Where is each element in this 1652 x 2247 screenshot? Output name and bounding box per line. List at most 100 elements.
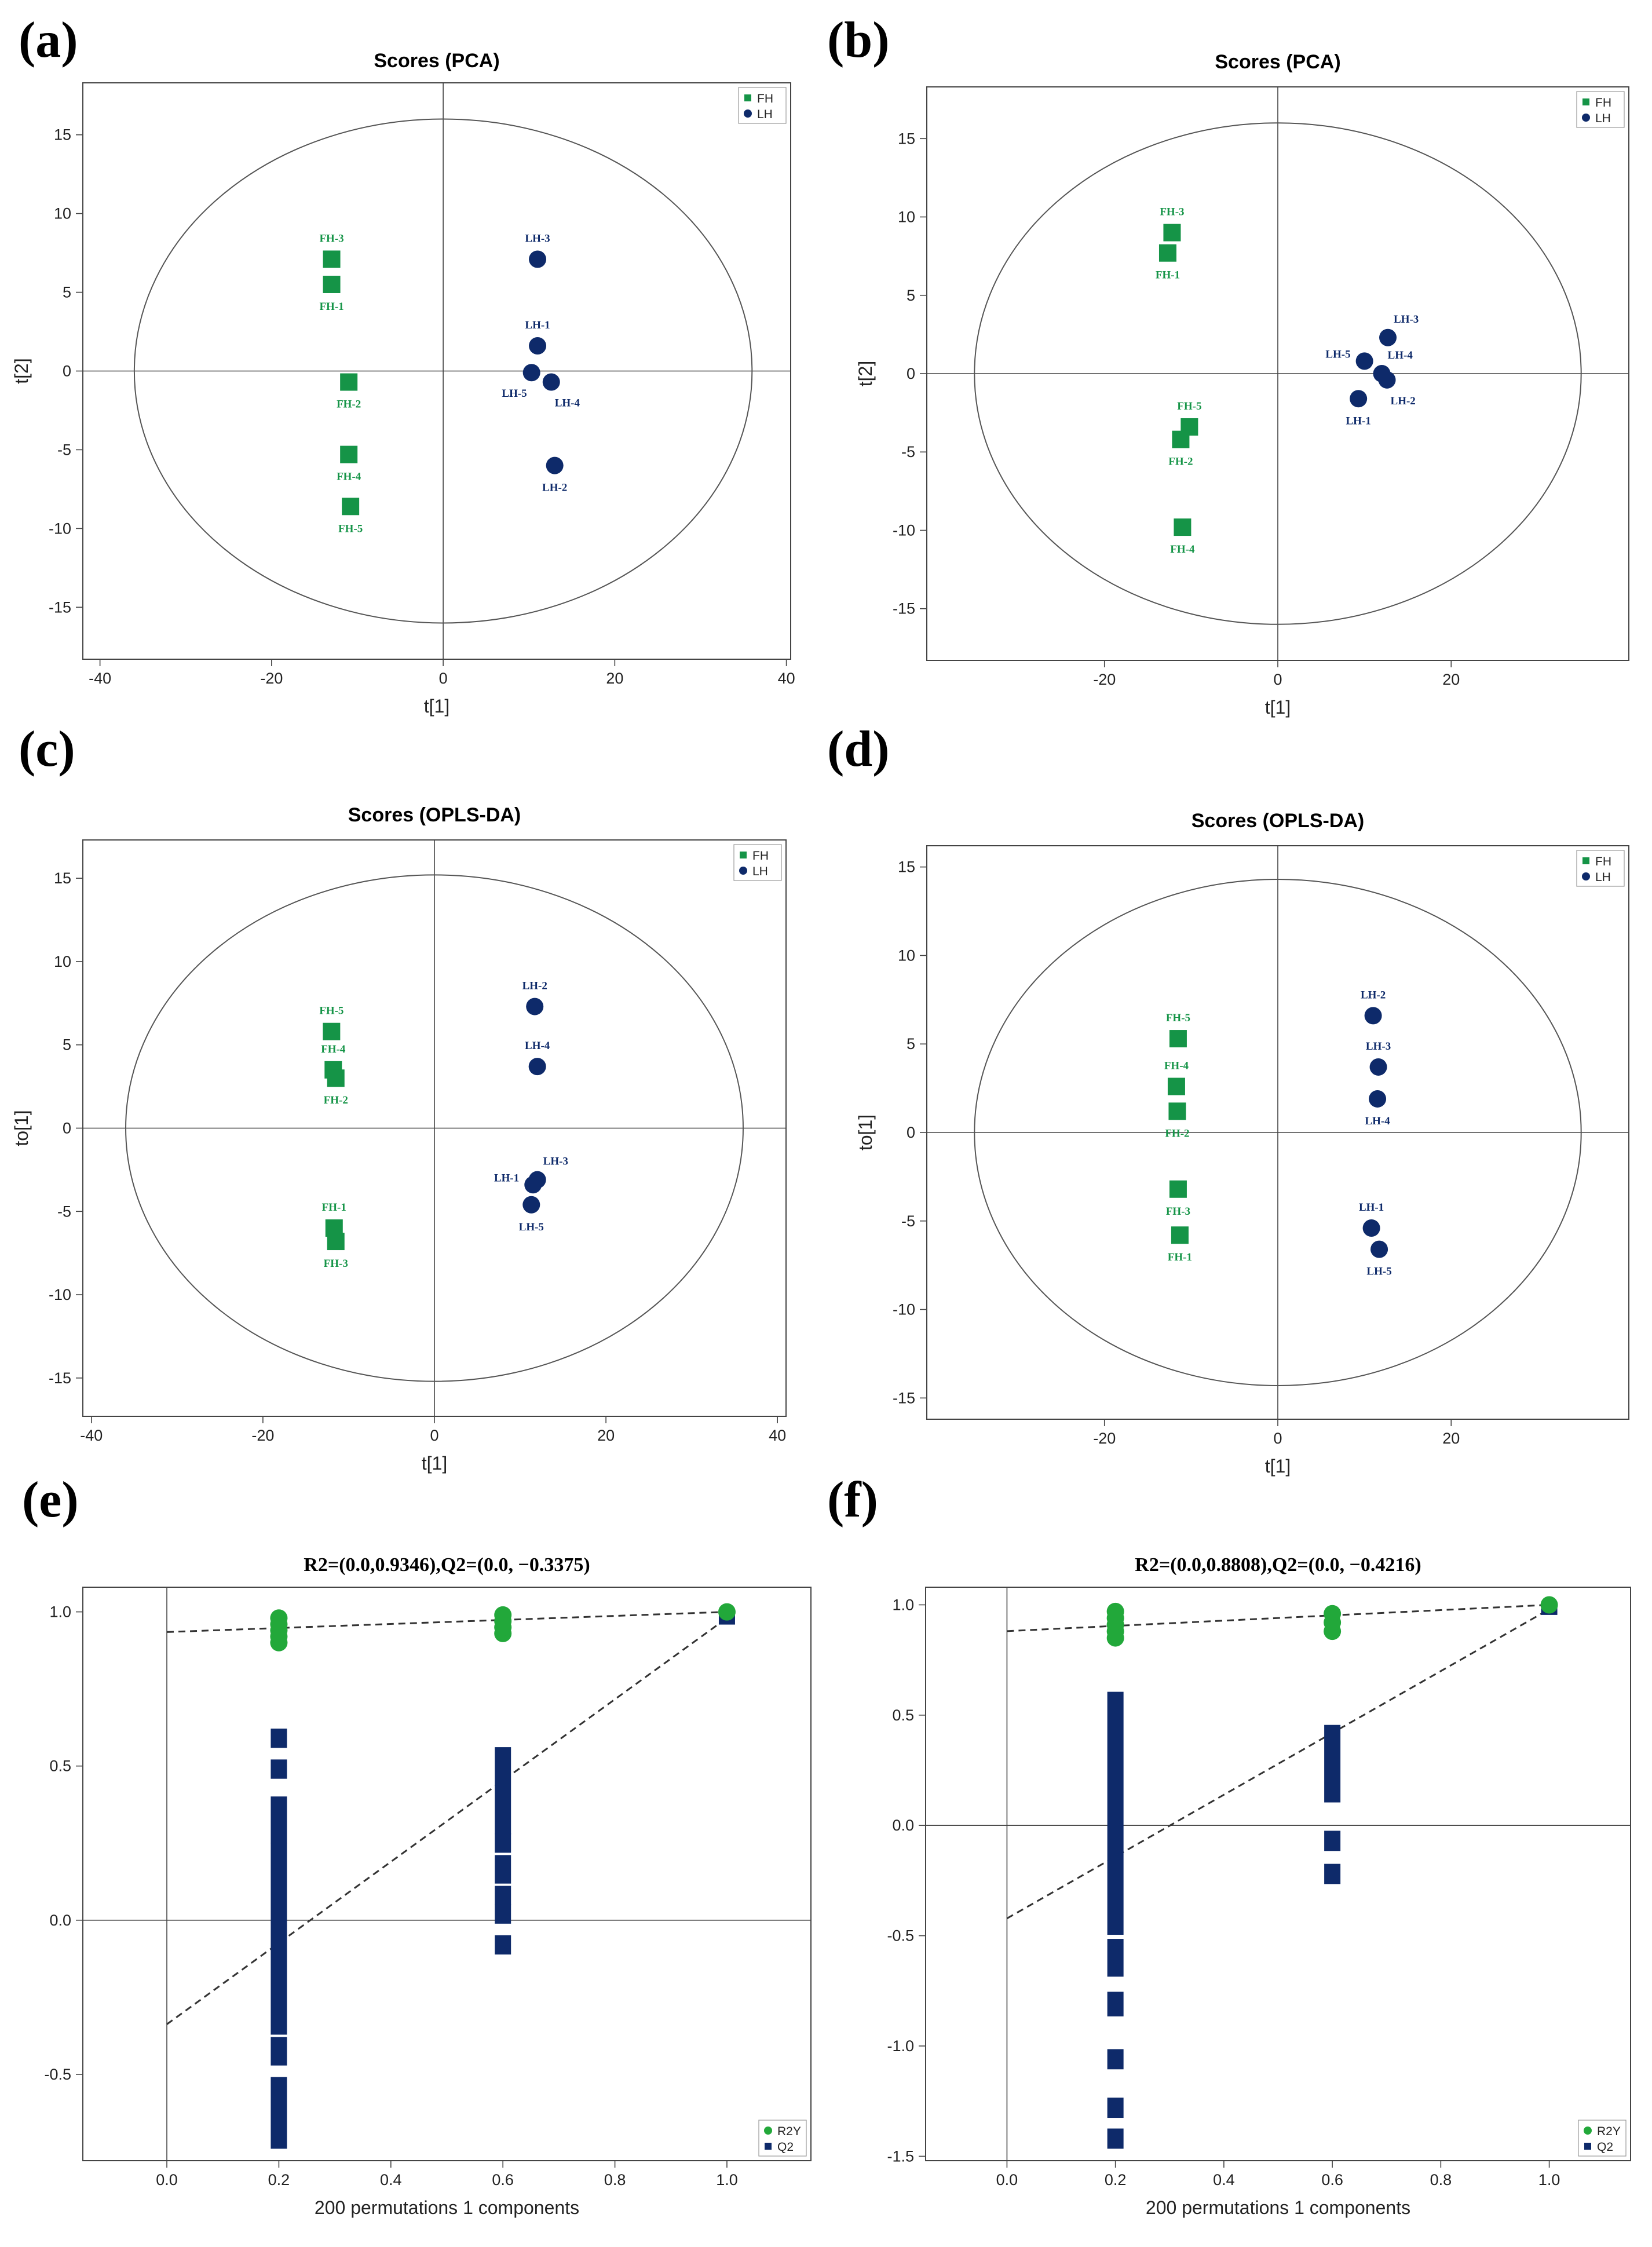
x-tick-label: 20: [1442, 1430, 1460, 1447]
y-tick-label: 10: [898, 209, 915, 226]
panel-label: (c): [19, 721, 75, 777]
y-tick-label: -5: [901, 1212, 915, 1230]
r2y-regression-line: [1007, 1603, 1549, 1632]
y-tick-label: -10: [49, 1286, 71, 1303]
y-tick-label: -15: [893, 600, 915, 618]
y-tick-label: 0: [63, 1120, 71, 1137]
legend-marker-fh: [740, 852, 747, 858]
point-label-lh-2: LH-2: [522, 980, 547, 992]
x-tick-label: 0.4: [380, 2171, 402, 2188]
q2-point-stack: [271, 1796, 287, 1844]
y-tick-label: -5: [57, 1203, 71, 1220]
q2-point-stack: [1324, 1724, 1341, 1803]
point-fh-1: [323, 275, 341, 293]
legend-marker-fh: [744, 94, 751, 101]
point-label-fh-5: FH-5: [1177, 400, 1201, 412]
q2-point-stack: [1107, 2049, 1124, 2070]
q2-regression-line: [166, 1617, 728, 2025]
y-tick-label: 15: [54, 126, 71, 144]
chart-title: Scores (OPLS-DA): [348, 804, 521, 826]
r2y-regression-line: [166, 1611, 728, 1633]
point-label-lh-4: LH-4: [525, 1040, 550, 1052]
legend-label-fh: FH: [757, 92, 773, 105]
x-axis-label: t[1]: [1265, 1456, 1291, 1477]
q2-point-stack: [495, 1833, 511, 1853]
q2-point-stack: [271, 2037, 287, 2066]
point-fh-5: [1169, 1030, 1187, 1048]
point-fh-4: [1174, 518, 1192, 536]
legend-marker-lh: [739, 867, 747, 875]
x-tick-label: 0.2: [268, 2171, 290, 2188]
legend-label-lh: LH: [1595, 112, 1611, 125]
point-lh-3: [1379, 328, 1397, 346]
y-tick-label: -15: [49, 598, 71, 616]
point-fh-5: [342, 498, 360, 516]
point-fh-3: [1169, 1180, 1187, 1198]
y-tick-label: 0: [907, 1124, 915, 1141]
point-label-lh-4: LH-4: [555, 397, 580, 410]
x-tick-label: -20: [1093, 1430, 1116, 1447]
q2-point-stack: [495, 1886, 511, 1905]
point-label-lh-5: LH-5: [519, 1221, 544, 1233]
x-tick-label: 0.8: [1430, 2171, 1452, 2188]
legend-marker-fh: [1582, 98, 1589, 105]
point-label-fh-5: FH-5: [338, 523, 363, 535]
y-tick-label: -15: [893, 1389, 915, 1406]
y-tick-label: 15: [898, 130, 915, 147]
x-tick-label: 0: [1273, 1430, 1282, 1447]
q2-point-stack: [271, 1729, 287, 1748]
chart-title: Scores (PCA): [1215, 51, 1340, 73]
point-label-lh-2: LH-2: [1391, 395, 1416, 407]
point-fh-4: [340, 445, 358, 463]
x-tick-label: 0: [430, 1427, 438, 1444]
legend-label-lh: LH: [1595, 871, 1611, 884]
point-label-fh-4: FH-4: [1164, 1060, 1189, 1072]
x-tick-label: 0.6: [1321, 2171, 1343, 2188]
point-fh-3: [327, 1233, 345, 1251]
q2-point-stack: [1107, 1691, 1124, 1935]
point-label-lh-5: LH-5: [502, 388, 527, 400]
chart-title: Scores (PCA): [374, 50, 499, 72]
point-lh-5: [522, 1196, 540, 1214]
chart-title: R2=(0.0,0.8808),Q2=(0.0, −0.4216): [1135, 1554, 1421, 1576]
point-label-fh-1: FH-1: [1156, 269, 1180, 282]
legend-marker-r2y: [764, 2127, 772, 2135]
panel-a-pca-scores: -40 -20 0 20 40 -15 -10 -5 0 5 10 15 (a) Scores (PCA)…: [11, 12, 795, 717]
y-tick-label: -5: [57, 441, 71, 458]
point-label-fh-3: FH-3: [324, 1258, 348, 1270]
q2-point-stack: [271, 2077, 287, 2149]
q2-point-stack: [1324, 1831, 1341, 1851]
point-label-lh-3: LH-3: [1394, 313, 1419, 326]
plot-frame: [925, 1587, 1631, 2161]
point-fh-2: [340, 373, 358, 391]
y-tick-label: 10: [54, 205, 71, 222]
y-tick-label: 10: [54, 953, 71, 970]
x-tick-label: -40: [80, 1427, 103, 1444]
legend-marker-lh: [1582, 872, 1590, 880]
y-tick-label: 0.0: [892, 1817, 914, 1834]
point-fh-2: [327, 1069, 345, 1087]
legend-box: [1576, 91, 1625, 128]
x-tick-label: -20: [1093, 671, 1116, 688]
point-lh-1: [1350, 390, 1368, 408]
q2-point-stack: [1107, 2128, 1124, 2149]
point-label-fh-5: FH-5: [1166, 1012, 1190, 1024]
point-label-fh-4: FH-4: [337, 471, 361, 483]
point-label-fh-3: FH-3: [1160, 206, 1184, 218]
y-tick-label: -1.0: [887, 2037, 914, 2055]
legend-label-fh: FH: [1595, 855, 1611, 868]
point-label-lh-3: LH-3: [543, 1156, 568, 1168]
y-tick-label: -10: [49, 520, 71, 537]
point-label-fh-3: FH-3: [1166, 1205, 1190, 1218]
x-tick-label: 0.2: [1105, 2171, 1127, 2188]
point-label-fh-1: FH-1: [1168, 1251, 1192, 1263]
y-tick-label: -15: [49, 1369, 71, 1387]
y-tick-label: -0.5: [887, 1927, 914, 1945]
legend-marker-lh: [1582, 114, 1590, 122]
legend-label-q2: Q2: [1597, 2140, 1613, 2154]
point-label-fh-2: FH-2: [1168, 456, 1193, 468]
hotelling-ellipse: [133, 118, 753, 624]
legend-marker-fh: [1582, 857, 1589, 864]
x-tick-label: 1.0: [716, 2171, 738, 2188]
point-fh-1: [1158, 244, 1176, 262]
